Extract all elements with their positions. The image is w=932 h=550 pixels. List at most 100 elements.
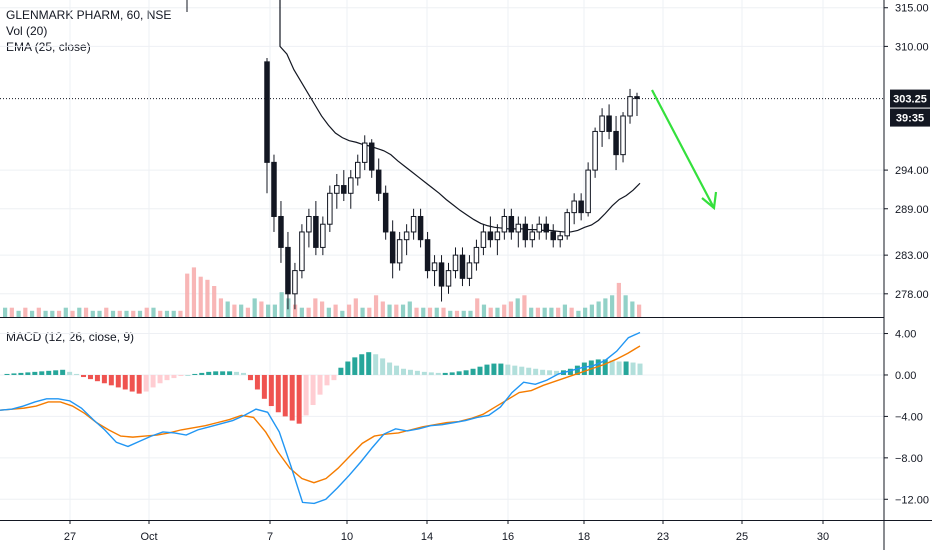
volume-bar (394, 304, 399, 317)
candle-body (494, 231, 501, 241)
ema-line (0, 0, 884, 233)
volume-bar (340, 310, 345, 317)
macd-lines (0, 331, 641, 505)
volume-bar (266, 304, 271, 317)
symbol-title: GLENMARK PHARM, 60, NSE (6, 8, 172, 22)
volume-bar (117, 310, 122, 317)
macd-histogram-bar (192, 373, 198, 375)
candle-body (585, 169, 591, 214)
volume-bar (596, 301, 601, 317)
candle-body (620, 115, 626, 156)
volume-bar (414, 307, 419, 317)
time-tick-label: 23 (657, 531, 669, 543)
macd-histogram-bar (81, 374, 87, 378)
volume-bar (56, 310, 62, 317)
candle-body (375, 169, 382, 194)
candle-body (592, 130, 598, 171)
volume-bar (185, 273, 190, 317)
volume-bar (36, 307, 41, 317)
volume-bar (225, 301, 230, 317)
volume-bar (279, 292, 284, 317)
volume-bar (448, 310, 453, 317)
candle-body (389, 231, 396, 264)
volume-bar (535, 307, 541, 317)
volume-bar (252, 298, 257, 317)
macd-histogram-bar (261, 374, 267, 399)
volume-bar (83, 307, 89, 317)
macd-histogram-bar (282, 374, 288, 417)
volume-bar (70, 310, 75, 317)
macd-histogram-bar (213, 371, 219, 375)
price-tick-label: 278.00 (895, 289, 929, 301)
candle-body (334, 185, 340, 194)
macd-histogram-bar (609, 360, 615, 375)
candle-body (501, 215, 508, 233)
volume-bar (259, 301, 264, 317)
macd-histogram-bar (178, 374, 184, 377)
time-tick-label: 30 (817, 531, 829, 543)
volume-bar (542, 307, 547, 317)
volume-bar (104, 307, 109, 317)
candle-body (466, 262, 473, 279)
candle-body (438, 262, 445, 287)
candle-body (306, 215, 312, 233)
volume-bar (272, 304, 277, 317)
macd-histogram-bar (275, 374, 281, 413)
macd-tick-label: −4.00 (895, 411, 923, 423)
candle-body (368, 142, 375, 171)
macd-histogram-bar (254, 374, 260, 390)
candle-body (522, 223, 529, 241)
time-tick-label: 27 (64, 531, 76, 543)
candle-body (613, 130, 619, 156)
macd-histogram-bar (53, 370, 59, 375)
volume-bar (421, 307, 426, 317)
candle-body (571, 200, 577, 214)
macd-histogram-bar (206, 371, 212, 375)
volume-bar (63, 307, 68, 317)
time-tick-label: 10 (341, 531, 353, 543)
macd-tick-label: 4.00 (895, 329, 916, 341)
candle-body (515, 223, 522, 233)
volume-bar (367, 307, 372, 317)
volume-bar (198, 276, 203, 317)
candle-body (348, 177, 354, 194)
macd-histogram-bar (400, 368, 406, 375)
volume-bar (454, 310, 460, 317)
macd-histogram-bar (199, 372, 205, 375)
macd-histogram-bar (74, 373, 80, 375)
macd-histogram-bar (449, 372, 455, 375)
macd-histogram-bar (463, 370, 469, 375)
price-tick-label: 289.00 (895, 204, 929, 216)
macd-histogram-bar (470, 368, 476, 375)
macd-histogram-bar (185, 374, 191, 376)
time-tick-label: 16 (502, 531, 514, 543)
candle-body (487, 231, 494, 241)
volume-bar (90, 310, 95, 317)
macd-histogram-bar (387, 362, 393, 375)
volume-bars (3, 267, 642, 317)
macd-histogram-bar (227, 371, 233, 375)
volume-bar (137, 310, 143, 317)
macd-histogram-bar (46, 370, 52, 375)
candle-body (634, 96, 640, 100)
candle-body (473, 246, 480, 264)
macd-histogram-bar (115, 374, 121, 388)
volume-bar (178, 310, 183, 317)
macd-histogram-bar (150, 374, 156, 388)
macd-histogram-bar (136, 374, 142, 394)
macd-histogram-bar (234, 371, 240, 375)
macd-histogram-bar (456, 371, 462, 375)
countdown-badge (890, 108, 930, 127)
volume-bar (637, 304, 642, 317)
volume-bar (400, 304, 406, 317)
candle-body (543, 223, 549, 233)
volume-bar (77, 307, 82, 317)
candle-body (606, 115, 612, 132)
time-tick-label: Oct (140, 531, 157, 543)
volume-bar (151, 307, 156, 317)
macd-histogram-bar (122, 374, 128, 390)
macd-histogram (4, 352, 643, 424)
volume-bar (529, 307, 534, 317)
